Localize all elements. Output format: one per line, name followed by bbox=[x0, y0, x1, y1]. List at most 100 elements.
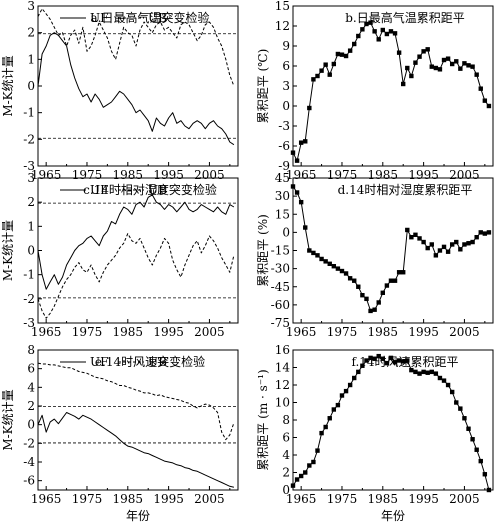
data-point-f bbox=[458, 406, 463, 411]
data-point-f bbox=[449, 389, 455, 395]
data-point-b bbox=[392, 31, 398, 36]
data-point-b bbox=[449, 61, 455, 67]
y-tick-label-e: -6 bbox=[23, 474, 35, 488]
data-point-f bbox=[315, 448, 320, 453]
data-point-b bbox=[352, 41, 357, 47]
data-point-f bbox=[380, 356, 385, 361]
data-point-d bbox=[482, 231, 488, 236]
data-point-b bbox=[478, 86, 483, 91]
x-tick-label-f: 1975 bbox=[327, 492, 358, 506]
data-point-d bbox=[449, 242, 455, 247]
data-point-b bbox=[425, 47, 430, 52]
data-point-d bbox=[470, 239, 475, 245]
data-point-b bbox=[409, 73, 414, 79]
data-point-b bbox=[368, 20, 373, 25]
data-point-b bbox=[417, 54, 422, 59]
y-tick-label-e: -2 bbox=[23, 436, 35, 450]
data-point-d bbox=[458, 247, 463, 252]
series-line-b bbox=[292, 22, 490, 162]
series-line-c-uf bbox=[37, 194, 235, 290]
data-point-b bbox=[429, 64, 434, 69]
data-point-b bbox=[290, 150, 296, 155]
panel-a: 1965 1975 1985 1995 2005 -3 -2 -1 0 1 2 3 a.日最高气温突变检… bbox=[1, 0, 239, 182]
data-point-b bbox=[360, 27, 365, 32]
data-point-d bbox=[368, 308, 373, 314]
y-axis-label-b: 累积距平 (℃) bbox=[256, 49, 270, 124]
legend-label-uf-e: UF bbox=[90, 355, 108, 369]
data-point-b bbox=[311, 77, 316, 82]
data-point-b bbox=[343, 53, 349, 59]
data-point-d bbox=[356, 284, 361, 289]
y-tick-label-d: 30 bbox=[275, 189, 290, 203]
series-line-a-ub bbox=[37, 8, 235, 87]
y-tick-label-f: 10 bbox=[275, 396, 290, 410]
y-tick-label-f: 12 bbox=[275, 378, 290, 392]
data-point-f bbox=[409, 367, 414, 373]
data-point-f bbox=[343, 388, 349, 394]
chart-title-b: b.日最高气温累积距平 bbox=[345, 10, 465, 25]
data-point-d bbox=[454, 239, 459, 245]
data-point-d bbox=[376, 300, 381, 305]
y-tick-label-c: -3 bbox=[23, 316, 35, 330]
data-point-d bbox=[405, 227, 410, 233]
data-point-f bbox=[372, 356, 377, 361]
y-tick-label-c: 3 bbox=[27, 171, 35, 185]
x-tick-label-a: 2005 bbox=[194, 168, 225, 182]
x-tick-label-c: 1985 bbox=[113, 325, 144, 339]
data-point-f bbox=[323, 424, 328, 430]
y-tick-label-e: 8 bbox=[27, 343, 35, 357]
x-tick-label-f: 1995 bbox=[408, 492, 439, 506]
data-point-f bbox=[331, 407, 337, 412]
data-point-b bbox=[356, 33, 361, 39]
y-tick-label-a: -3 bbox=[23, 159, 35, 173]
y-tick-label-a: -1 bbox=[23, 106, 35, 120]
x-tick-label-b: 1995 bbox=[408, 168, 439, 182]
plot-frame-c bbox=[37, 177, 239, 324]
y-tick-label-b: 0 bbox=[282, 99, 290, 113]
y-tick-label-c: 1 bbox=[27, 219, 35, 233]
data-point-b bbox=[474, 72, 479, 77]
y-tick-label-d: -60 bbox=[271, 298, 290, 312]
data-point-f bbox=[429, 369, 434, 375]
data-point-b bbox=[298, 140, 304, 145]
data-point-b bbox=[458, 66, 463, 71]
data-point-b bbox=[347, 48, 353, 53]
data-point-d bbox=[417, 236, 422, 241]
y-tick-label-c: 2 bbox=[27, 195, 35, 209]
data-point-f bbox=[307, 463, 312, 468]
data-point-b bbox=[307, 105, 312, 111]
x-tick-label-d: 1985 bbox=[368, 325, 399, 339]
data-point-d bbox=[441, 244, 447, 250]
chart-title-a: a.日最高气温突变检验 bbox=[91, 10, 210, 25]
y-tick-label-d: 15 bbox=[275, 207, 290, 221]
panel-f: 1965 1975 1985 1995 2005 0 2 4 6 8 10 12 14 16 f.14时风速… bbox=[256, 343, 494, 523]
data-point-f bbox=[482, 472, 488, 477]
chart-title-c: c.14时相对湿度突变检验 bbox=[83, 182, 217, 197]
data-point-f bbox=[425, 370, 430, 375]
y-tick-label-a: 2 bbox=[27, 26, 35, 40]
data-point-b bbox=[327, 72, 332, 77]
data-point-b bbox=[376, 37, 381, 42]
data-point-d bbox=[339, 268, 345, 274]
data-point-b bbox=[339, 52, 345, 57]
data-point-b bbox=[437, 67, 443, 72]
data-point-d bbox=[372, 307, 377, 312]
y-tick-label-b: -9 bbox=[278, 159, 290, 173]
plot-frame-a bbox=[37, 5, 239, 167]
y-tick-label-d: 45 bbox=[275, 171, 290, 185]
y-tick-label-d: 0 bbox=[282, 225, 290, 239]
x-tick-label-b: 1975 bbox=[327, 168, 358, 182]
data-point-f bbox=[445, 382, 451, 388]
data-point-d bbox=[343, 271, 349, 276]
data-point-b bbox=[454, 59, 459, 64]
y-tick-label-b: 6 bbox=[282, 59, 290, 73]
y-axis-label-e: M-K统计量 bbox=[1, 389, 15, 450]
chart-title-e: e.14时风速突变检验 bbox=[95, 354, 205, 369]
y-tick-label-f: 16 bbox=[275, 343, 290, 357]
x-tick-label-e: 1985 bbox=[113, 492, 144, 506]
x-axis-label-e: 年份 bbox=[126, 509, 150, 523]
y-tick-label-a: 1 bbox=[27, 52, 35, 66]
data-point-d bbox=[319, 256, 324, 262]
legend-label-ub-e: UB bbox=[148, 355, 167, 369]
x-tick-label-a: 1985 bbox=[113, 168, 144, 182]
